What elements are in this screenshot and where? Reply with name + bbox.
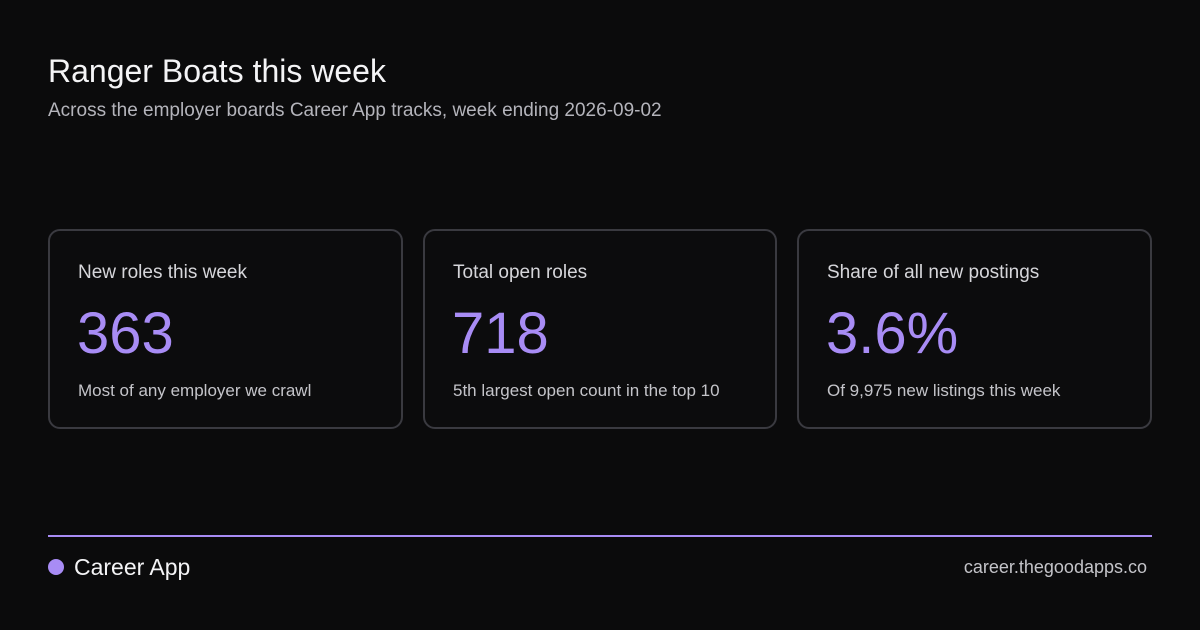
stat-note: Of 9,975 new listings this week xyxy=(827,381,1061,400)
page-title: Ranger Boats this week xyxy=(48,53,386,89)
stat-value: 363 xyxy=(77,301,174,366)
stat-value: 718 xyxy=(452,301,549,366)
footer-divider xyxy=(48,535,1152,537)
stat-value: 3.6% xyxy=(826,301,959,366)
site-url: career.thegoodapps.co xyxy=(963,557,1147,577)
dot-icon xyxy=(48,559,64,575)
page-subtitle: Across the employer boards Career App tr… xyxy=(48,100,662,121)
stat-note: Most of any employer we crawl xyxy=(78,381,312,400)
stat-label: Total open roles xyxy=(453,262,588,283)
stat-card-share-of-postings: Share of all new postings 3.6% Of 9,975 … xyxy=(797,229,1152,429)
stat-card-open-roles: Total open roles 718 5th largest open co… xyxy=(423,229,777,429)
stat-card-new-roles: New roles this week 363 Most of any empl… xyxy=(48,229,403,429)
stat-label: New roles this week xyxy=(78,262,247,283)
brand: Career App xyxy=(48,553,190,581)
stat-label: Share of all new postings xyxy=(827,262,1040,283)
stat-note: 5th largest open count in the top 10 xyxy=(453,381,720,400)
brand-name: Career App xyxy=(74,554,191,580)
